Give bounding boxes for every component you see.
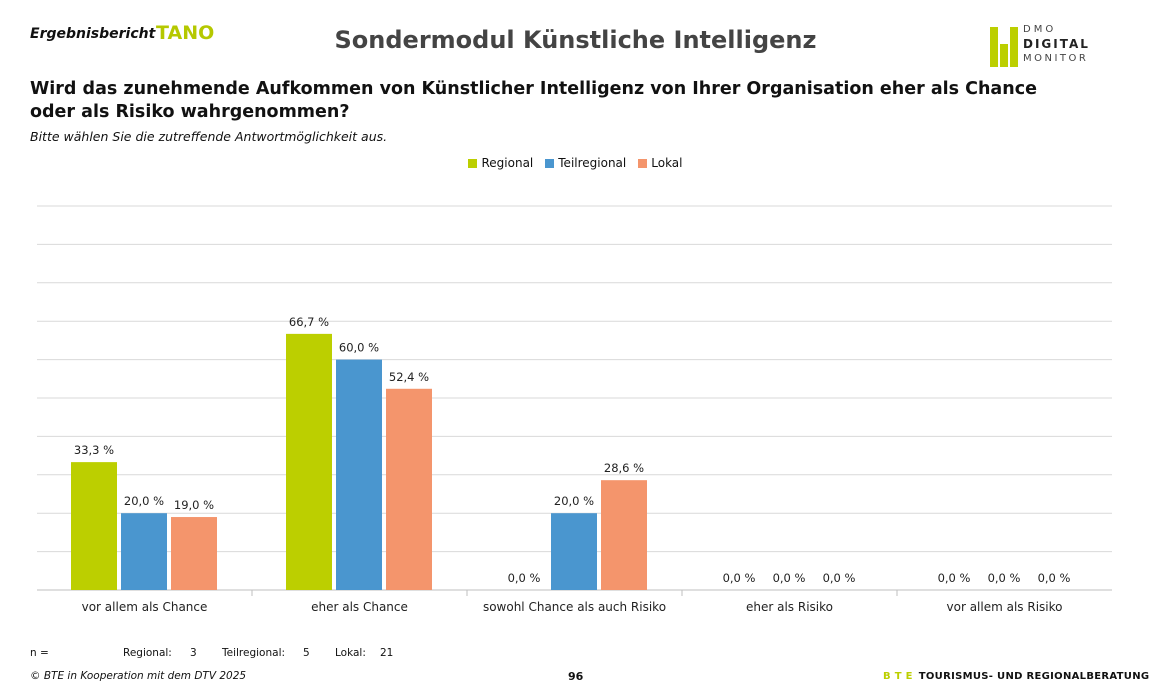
copyright: © BTE in Kooperation mit dem DTV 2025 [30,670,247,682]
bar-regional [286,333,332,590]
bar-teilregional [121,513,167,590]
page-number: 96 [568,670,584,683]
sample-regional-value: 3 [190,647,197,659]
data-label: 0,0 % [938,571,971,585]
sample-size-n: n = [30,647,49,659]
legend: Regional Teilregional Lokal [0,156,1151,170]
report-label: Ergebnisbericht [30,26,156,42]
brand-footer: B T E TOURISMUS- UND REGIONALBERATUNG [883,671,1149,682]
bar-chart: vor allem als Chance 33,3 % 20,0 % 19,0 % eh… [37,205,1112,614]
bar-regional [71,462,117,590]
report-name: TANO [156,22,215,44]
sample-lokal-label: Lokal: [335,647,366,659]
x-tick-label: vor allem als Risiko [947,600,1063,614]
data-label: 0,0 % [723,571,756,585]
sample-lokal-value: 21 [380,647,394,659]
x-tick-label: sowohl Chance als auch Risiko [483,600,666,614]
data-label: 52,4 % [389,370,429,384]
instruction: Bitte wählen Sie die zutreffende Antwort… [30,129,388,144]
data-label: 20,0 % [124,494,164,508]
x-tick-label: eher als Risiko [746,600,833,614]
bar-teilregional [551,513,597,590]
data-label: 0,0 % [773,571,806,585]
data-label: 33,3 % [74,443,114,457]
bar-lokal [171,517,217,590]
brand-prefix: B T E [883,671,913,682]
legend-swatch [545,158,555,168]
legend-label: Lokal [651,156,683,170]
x-tick-label: eher als Chance [311,600,408,614]
legend-item-teilregional: Teilregional [545,156,626,170]
data-label: 0,0 % [508,571,541,585]
sample-teilregional-label: Teilregional: [222,647,286,659]
brand-text: TOURISMUS- UND REGIONALBERATUNG [918,671,1150,682]
bar-teilregional [336,359,382,590]
legend-item-lokal: Lokal [638,156,683,170]
data-label: 60,0 % [339,341,379,355]
sample-regional-label: Regional: [123,647,172,659]
legend-label: Teilregional [558,156,627,170]
legend-item-regional: Regional [468,156,533,170]
data-label: 0,0 % [823,571,856,585]
sample-teilregional-value: 5 [303,647,310,659]
x-tick-label: vor allem als Chance [82,600,208,614]
data-label: 0,0 % [988,571,1021,585]
data-label: 66,7 % [289,315,329,329]
bar-lokal [386,388,432,590]
legend-swatch [468,158,478,168]
data-label: 28,6 % [604,461,644,475]
data-label: 0,0 % [1038,571,1071,585]
legend-label: Regional [481,156,534,170]
logo-line1: DMO [1023,24,1057,35]
page-title: Sondermodul Künstliche Intelligenz [334,26,817,54]
dmo-logo: DMO DIGITAL MONITOR [990,24,1110,68]
data-label: 19,0 % [174,498,214,512]
logo-line2: DIGITAL [1023,37,1090,51]
logo-line3: MONITOR [1023,53,1089,64]
data-label: 20,0 % [554,494,594,508]
question: Wird das zunehmende Aufkommen von Künstl… [30,79,1037,122]
bar-lokal [601,480,647,590]
legend-swatch [638,158,648,168]
